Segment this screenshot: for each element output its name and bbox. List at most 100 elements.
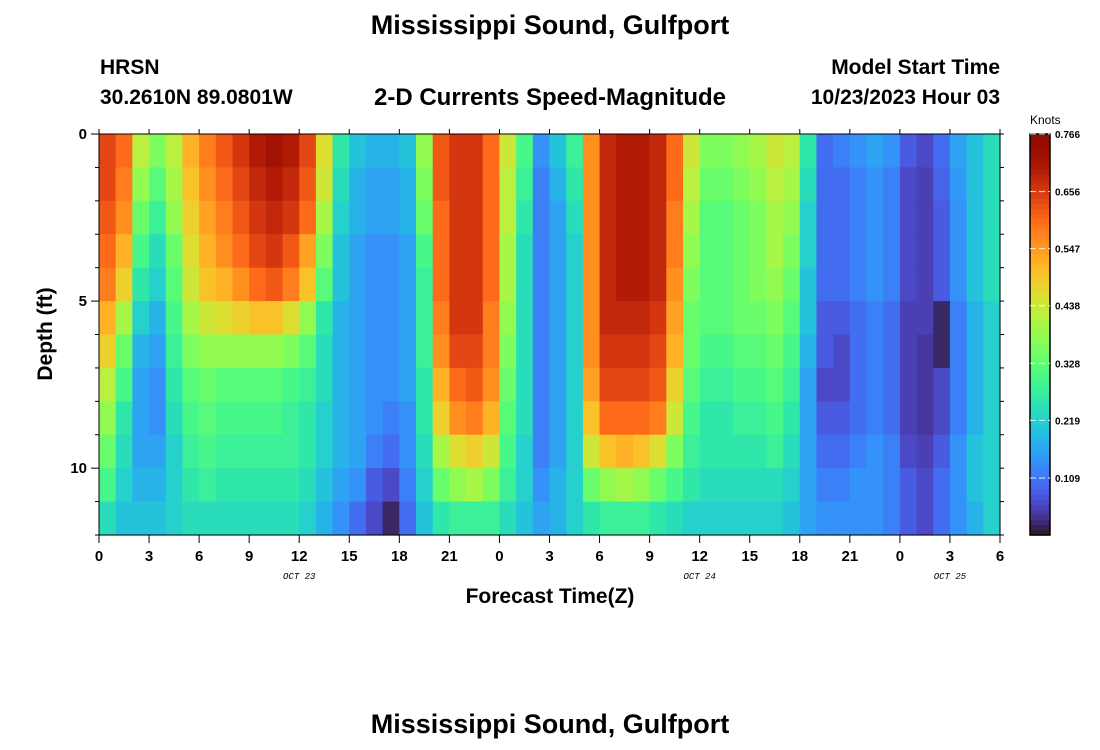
colorbar-swatch <box>1030 324 1050 331</box>
heatmap-cell <box>466 301 484 336</box>
heatmap-cell <box>249 301 267 336</box>
heatmap-cell <box>816 434 834 469</box>
heatmap-cell <box>349 301 367 336</box>
heatmap-cell <box>783 234 801 269</box>
heatmap-cell <box>499 367 517 402</box>
colorbar-swatch <box>1030 259 1050 265</box>
heatmap-cell <box>532 434 551 469</box>
heatmap-cell <box>549 501 567 536</box>
heatmap-cell <box>549 134 567 169</box>
heatmap-cell <box>899 267 918 302</box>
heatmap-cell <box>582 267 601 302</box>
heatmap-cell <box>883 367 901 402</box>
heatmap-cell <box>833 134 851 169</box>
heatmap-cell <box>199 167 217 202</box>
heatmap-cell <box>582 301 601 336</box>
heatmap-cell <box>299 301 317 336</box>
colorbar-swatch <box>1030 294 1050 301</box>
heatmap-cell <box>599 134 617 169</box>
heatmap-cell <box>549 167 567 202</box>
heatmap-cell <box>265 468 284 503</box>
heatmap-cell <box>566 234 584 269</box>
heatmap-cell <box>682 468 701 503</box>
heatmap-cell <box>249 401 267 436</box>
heatmap-cell <box>416 468 434 503</box>
heatmap-cell <box>883 334 901 369</box>
heatmap-cell <box>149 501 167 536</box>
colorbar-swatch <box>1030 379 1050 386</box>
heatmap-cell <box>749 134 768 169</box>
heatmap-cell <box>382 301 400 336</box>
heatmap-cell <box>115 134 133 169</box>
heatmap-cell <box>733 501 751 536</box>
heatmap-cell <box>849 167 868 202</box>
heatmap-cell <box>215 401 234 436</box>
heatmap-cell <box>365 267 384 302</box>
heatmap-cell <box>99 334 117 369</box>
heatmap-cell <box>749 167 768 202</box>
heatmap-cell <box>199 267 217 302</box>
heatmap-cell <box>599 468 617 503</box>
heatmap-cell <box>949 367 968 402</box>
heatmap-cell <box>299 267 317 302</box>
heatmap-cell <box>365 434 384 469</box>
heatmap-cell <box>733 301 751 336</box>
heatmap-cell <box>866 234 884 269</box>
heatmap-cell <box>682 134 701 169</box>
heatmap-cell <box>99 468 117 503</box>
heatmap-cell <box>182 501 200 536</box>
heatmap-cell <box>265 267 284 302</box>
heatmap-cell <box>299 501 317 536</box>
heatmap-cell <box>733 367 751 402</box>
heatmap-cell <box>566 134 584 169</box>
heatmap-cell <box>449 367 467 402</box>
heatmap-cell <box>599 401 617 436</box>
heatmap-cell <box>599 234 617 269</box>
heatmap-cell <box>983 367 1001 402</box>
heatmap-cell <box>966 167 984 202</box>
heatmap-cell <box>299 234 317 269</box>
heatmap-cell <box>833 468 851 503</box>
heatmap-cell <box>215 468 234 503</box>
heatmap-cell <box>749 501 768 536</box>
heatmap-cell <box>99 200 117 235</box>
heatmap-cell <box>966 200 984 235</box>
heatmap-cell <box>165 401 184 436</box>
x-axis: 0 3 6 9 12 15 18 21 0 3 6 9 12 15 18 21 0 3 6 OCT 23 OCT 24 O… <box>95 129 1004 582</box>
heatmap-cell <box>682 334 701 369</box>
heatmap-cell <box>833 167 851 202</box>
heatmap-cell <box>949 167 968 202</box>
heatmap-cell <box>582 434 601 469</box>
x-tick-label: 9 <box>245 548 253 565</box>
colorbar-swatch <box>1030 279 1050 285</box>
heatmap-cell <box>299 434 317 469</box>
heatmap-cell <box>649 501 667 536</box>
heatmap-cell <box>282 367 300 402</box>
heatmap-cell <box>699 468 717 503</box>
heatmap-cell <box>249 167 267 202</box>
heatmap-cell <box>249 134 267 169</box>
heatmap-cell <box>315 200 334 235</box>
heatmap-cell <box>599 367 617 402</box>
y-axis: 0 5 10 <box>70 126 1004 536</box>
heatmap-cell <box>382 334 400 369</box>
heatmap-cell <box>282 434 300 469</box>
heatmap-cell <box>499 334 517 369</box>
colorbar-swatch <box>1030 384 1050 391</box>
heatmap-cell <box>349 334 367 369</box>
colorbar-tick-label: 0.547 <box>1055 245 1080 256</box>
colorbar-swatch <box>1030 169 1050 175</box>
colorbar-swatch <box>1030 524 1050 531</box>
heatmap-cell <box>916 200 934 235</box>
heatmap-cell <box>783 501 801 536</box>
heatmap-cell <box>899 167 918 202</box>
heatmap-cell <box>215 501 234 536</box>
heatmap-cell <box>265 334 284 369</box>
colorbar-swatch <box>1030 459 1050 466</box>
heatmap-cell <box>165 301 184 336</box>
heatmap-cell <box>332 401 350 436</box>
heatmap-cell <box>432 267 450 302</box>
heatmap-cell <box>382 267 400 302</box>
heatmap-cell <box>783 367 801 402</box>
colorbar-swatch <box>1030 409 1050 416</box>
